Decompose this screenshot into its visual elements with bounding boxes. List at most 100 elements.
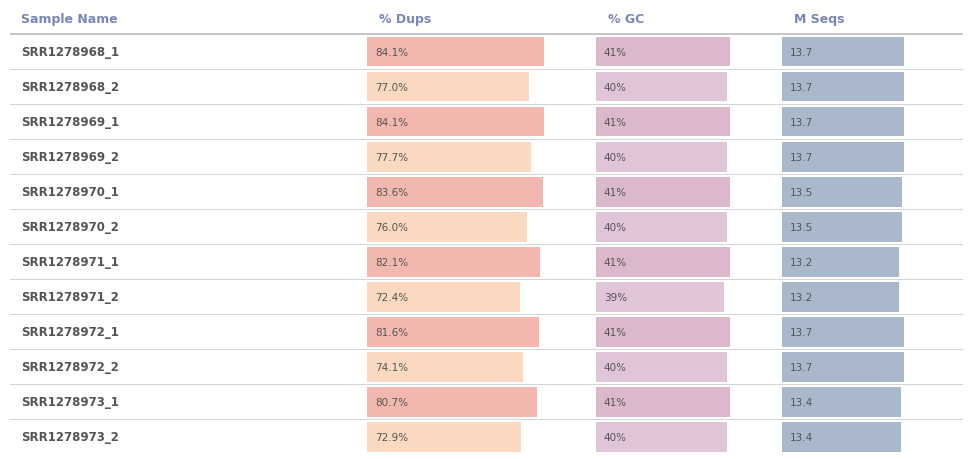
Bar — [596, 318, 731, 347]
Bar — [596, 283, 724, 312]
Text: 13.7: 13.7 — [790, 152, 813, 162]
Bar — [782, 213, 902, 242]
Text: 13.7: 13.7 — [790, 118, 813, 128]
Bar — [10, 175, 963, 210]
Text: SRR1278973_1: SRR1278973_1 — [21, 396, 119, 409]
Bar — [596, 387, 731, 417]
Text: 41%: 41% — [604, 118, 627, 128]
Text: 84.1%: 84.1% — [375, 48, 408, 58]
Bar — [782, 318, 904, 347]
Text: 40%: 40% — [604, 432, 627, 442]
Text: 72.9%: 72.9% — [375, 432, 408, 442]
Bar — [782, 38, 904, 67]
Text: 13.2: 13.2 — [790, 292, 813, 302]
Bar — [368, 353, 523, 382]
Bar — [596, 353, 727, 382]
Text: SRR1278968_2: SRR1278968_2 — [21, 81, 120, 94]
Bar — [368, 178, 543, 207]
Bar — [782, 247, 899, 277]
Bar — [596, 38, 731, 67]
Bar — [10, 70, 963, 105]
Bar — [596, 143, 727, 172]
Text: 13.7: 13.7 — [790, 83, 813, 93]
Bar — [10, 35, 963, 70]
Text: 41%: 41% — [604, 48, 627, 58]
Bar — [10, 385, 963, 420]
Bar — [596, 178, 731, 207]
Bar — [782, 283, 899, 312]
Text: 39%: 39% — [604, 292, 627, 302]
Bar — [10, 350, 963, 385]
Bar — [782, 143, 904, 172]
Bar — [368, 143, 530, 172]
Text: SRR1278972_2: SRR1278972_2 — [21, 361, 119, 374]
Text: SRR1278972_1: SRR1278972_1 — [21, 325, 119, 339]
Text: % Dups: % Dups — [378, 13, 431, 26]
Text: 82.1%: 82.1% — [375, 257, 408, 267]
Text: 72.4%: 72.4% — [375, 292, 408, 302]
Bar — [10, 140, 963, 175]
Text: M Seqs: M Seqs — [794, 13, 844, 26]
Text: 13.7: 13.7 — [790, 362, 813, 372]
Text: 41%: 41% — [604, 327, 627, 337]
Bar — [596, 422, 727, 452]
Bar — [782, 178, 902, 207]
Text: 76.0%: 76.0% — [375, 222, 408, 232]
Bar — [596, 108, 731, 137]
Bar — [782, 422, 901, 452]
Bar — [782, 387, 901, 417]
Text: 40%: 40% — [604, 362, 627, 372]
Text: 80.7%: 80.7% — [375, 397, 408, 407]
Bar — [10, 280, 963, 315]
Text: SRR1278969_2: SRR1278969_2 — [21, 151, 120, 164]
Text: 74.1%: 74.1% — [375, 362, 408, 372]
Text: 41%: 41% — [604, 397, 627, 407]
Text: SRR1278971_2: SRR1278971_2 — [21, 291, 119, 304]
Text: Sample Name: Sample Name — [21, 13, 118, 26]
Bar — [368, 283, 520, 312]
Text: 13.7: 13.7 — [790, 327, 813, 337]
Text: 40%: 40% — [604, 83, 627, 93]
Text: SRR1278970_1: SRR1278970_1 — [21, 186, 119, 199]
Bar — [782, 73, 904, 102]
Bar — [368, 213, 527, 242]
Text: 41%: 41% — [604, 187, 627, 197]
Bar — [10, 245, 963, 280]
Text: 40%: 40% — [604, 222, 627, 232]
Text: SRR1278969_1: SRR1278969_1 — [21, 116, 120, 129]
Text: SRR1278968_1: SRR1278968_1 — [21, 46, 120, 59]
Text: 81.6%: 81.6% — [375, 327, 408, 337]
Text: SRR1278973_2: SRR1278973_2 — [21, 431, 119, 443]
Text: 41%: 41% — [604, 257, 627, 267]
Text: 13.2: 13.2 — [790, 257, 813, 267]
Text: 13.5: 13.5 — [790, 187, 813, 197]
Text: SRR1278971_1: SRR1278971_1 — [21, 256, 119, 269]
Bar — [596, 73, 727, 102]
Text: 13.4: 13.4 — [790, 432, 813, 442]
Bar — [10, 105, 963, 140]
Bar — [368, 73, 529, 102]
Text: 13.4: 13.4 — [790, 397, 813, 407]
Bar — [368, 38, 544, 67]
Text: 84.1%: 84.1% — [375, 118, 408, 128]
Text: % GC: % GC — [607, 13, 644, 26]
Bar — [368, 108, 544, 137]
Bar — [10, 420, 963, 454]
Bar — [368, 422, 521, 452]
Text: 77.0%: 77.0% — [375, 83, 408, 93]
Bar — [368, 247, 540, 277]
Bar — [782, 108, 904, 137]
Bar — [10, 210, 963, 245]
Text: SRR1278970_2: SRR1278970_2 — [21, 221, 119, 234]
Text: 77.7%: 77.7% — [375, 152, 408, 162]
Text: 13.5: 13.5 — [790, 222, 813, 232]
Text: 13.7: 13.7 — [790, 48, 813, 58]
Text: 83.6%: 83.6% — [375, 187, 408, 197]
Bar — [596, 247, 731, 277]
Text: 40%: 40% — [604, 152, 627, 162]
Bar — [368, 387, 537, 417]
Bar — [368, 318, 539, 347]
Bar — [596, 213, 727, 242]
Bar — [10, 315, 963, 350]
Bar — [782, 353, 904, 382]
